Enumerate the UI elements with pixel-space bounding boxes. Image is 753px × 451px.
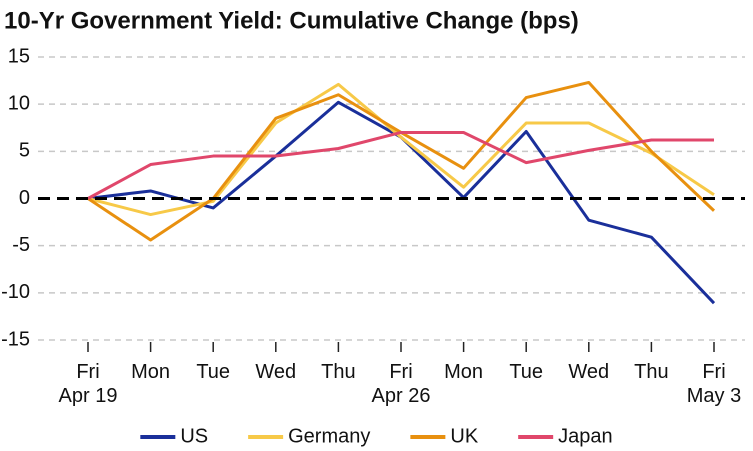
legend-label: Japan bbox=[558, 425, 613, 447]
y-tick-label: 15 bbox=[8, 45, 30, 67]
y-tick-label: -15 bbox=[1, 328, 30, 350]
legend-label: Germany bbox=[288, 425, 370, 447]
x-tick-label: Thu bbox=[321, 361, 356, 383]
x-tick-label: Tue bbox=[509, 361, 544, 383]
y-tick-label: 5 bbox=[19, 140, 30, 162]
y-tick-label: 10 bbox=[8, 92, 30, 114]
x-tick-label: Mon bbox=[444, 361, 484, 383]
x-tick-label: Fri Apr 19 bbox=[58, 361, 118, 407]
y-tick-label: -5 bbox=[12, 234, 30, 256]
line-series bbox=[87, 82, 715, 217]
x-tick-label: Tue bbox=[196, 361, 231, 383]
x-tick-label: Mon bbox=[131, 361, 171, 383]
x-tick-label: Wed bbox=[568, 361, 610, 383]
legend-label: UK bbox=[450, 425, 478, 447]
x-tick-label: Fri Apr 26 bbox=[371, 361, 431, 407]
x-tick-label: Thu bbox=[634, 361, 669, 383]
legend-label: US bbox=[180, 425, 208, 447]
line-series bbox=[87, 130, 714, 200]
y-tick-label: -10 bbox=[1, 281, 30, 303]
x-tick-label: Wed bbox=[255, 361, 297, 383]
y-tick-label: 0 bbox=[19, 187, 30, 209]
chart-title: 10-Yr Government Yield: Cumulative Chang… bbox=[4, 7, 579, 34]
x-tick-label: Fri May 3 bbox=[686, 361, 742, 407]
